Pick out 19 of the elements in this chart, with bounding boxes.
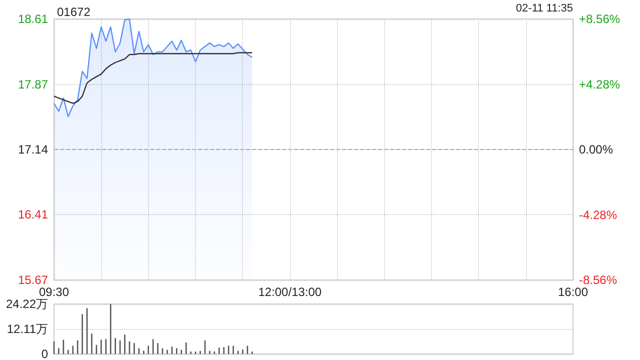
y2-tick-label: +4.28% (579, 77, 620, 92)
x-tick-label: 12:00/13:00 (258, 285, 322, 299)
y2-tick-label: -4.28% (579, 208, 618, 222)
y2-tick-label: -8.56% (579, 273, 618, 287)
y-tick-label: 12.11万 (6, 322, 48, 336)
line-series (53, 52, 253, 104)
y-tick-label: 18.61 (18, 12, 48, 26)
x-tick-label: 09:30 (38, 285, 70, 299)
y-tick-label: 17.14 (18, 142, 48, 156)
y-tick-label: 15.67 (18, 273, 48, 287)
y2-tick-label: 0.00% (579, 142, 614, 156)
y-tick-label: 16.41 (18, 207, 48, 222)
chart-title: 01672 (57, 5, 91, 19)
y-tick-label: 24.22万 (6, 297, 48, 311)
y-tick-label: 0 (41, 347, 48, 360)
y2-tick-label: +8.56% (579, 12, 620, 26)
text: 02-11 11:35 (516, 2, 574, 14)
y-tick-label: 17.87 (18, 78, 48, 92)
x-tick-label: 16:00 (558, 285, 588, 299)
